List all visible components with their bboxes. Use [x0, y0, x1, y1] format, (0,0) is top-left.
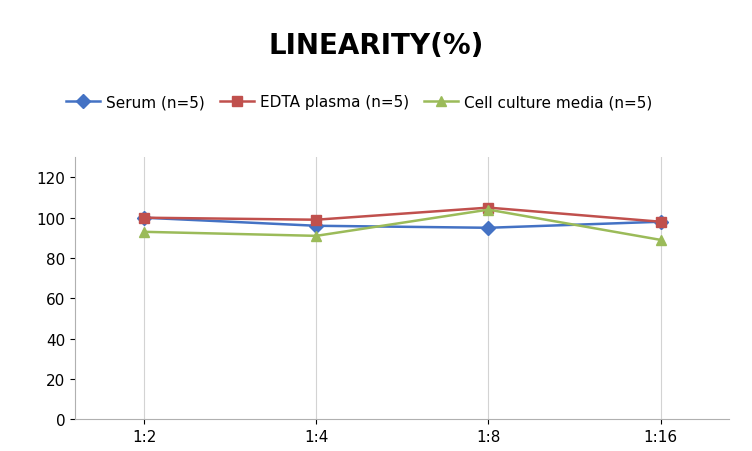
Legend: Serum (n=5), EDTA plasma (n=5), Cell culture media (n=5): Serum (n=5), EDTA plasma (n=5), Cell cul…: [60, 89, 658, 116]
Cell culture media (n=5): [656, 238, 665, 243]
Serum (n=5): [484, 226, 493, 231]
EDTA plasma (n=5): [140, 216, 149, 221]
EDTA plasma (n=5): [484, 206, 493, 211]
Line: Cell culture media (n=5): Cell culture media (n=5): [139, 205, 666, 245]
EDTA plasma (n=5): [312, 217, 321, 223]
Line: Serum (n=5): Serum (n=5): [139, 213, 666, 233]
Cell culture media (n=5): [484, 207, 493, 213]
EDTA plasma (n=5): [656, 220, 665, 225]
Serum (n=5): [140, 216, 149, 221]
Cell culture media (n=5): [140, 230, 149, 235]
Cell culture media (n=5): [312, 234, 321, 239]
Serum (n=5): [312, 224, 321, 229]
Serum (n=5): [656, 220, 665, 225]
Text: LINEARITY(%): LINEARITY(%): [268, 32, 484, 60]
Line: EDTA plasma (n=5): EDTA plasma (n=5): [139, 203, 666, 227]
